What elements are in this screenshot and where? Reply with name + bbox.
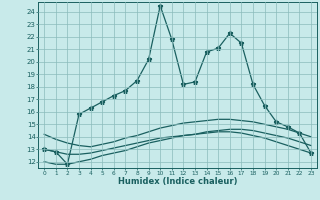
X-axis label: Humidex (Indice chaleur): Humidex (Indice chaleur) xyxy=(118,177,237,186)
